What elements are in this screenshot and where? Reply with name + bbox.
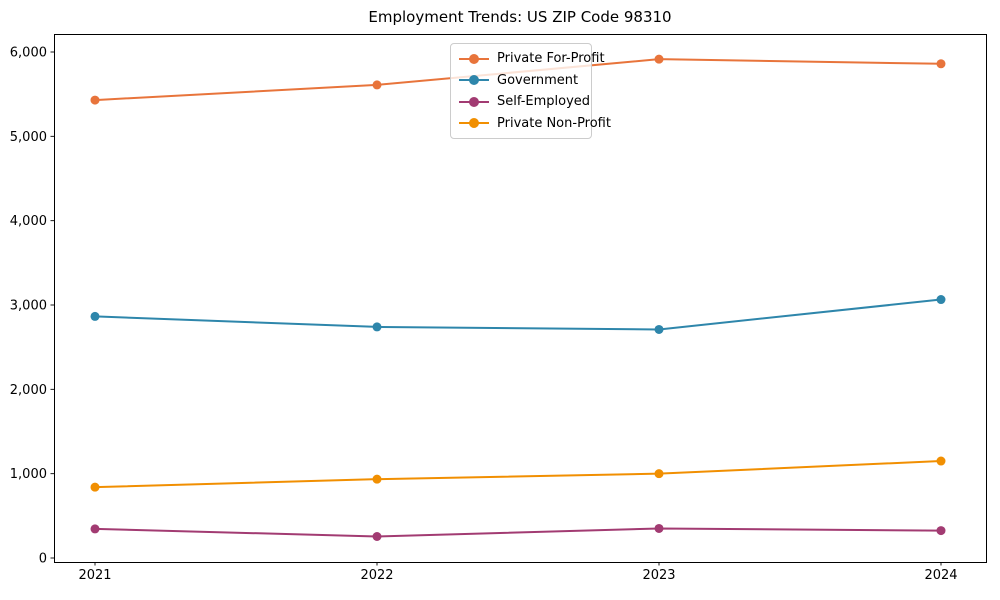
legend-entry-government: Government bbox=[458, 70, 583, 92]
data-point-government-2022 bbox=[372, 322, 382, 332]
legend-entry-self-employed: Self-Employed bbox=[458, 91, 590, 113]
data-point-self-employed-2023 bbox=[654, 523, 664, 533]
series-line-self-employed bbox=[94, 527, 942, 538]
legend-marker-icon-self-employed bbox=[459, 96, 489, 107]
data-point-government-2021 bbox=[90, 311, 100, 321]
data-point-self-employed-2024 bbox=[936, 526, 946, 536]
data-point-government-2023 bbox=[654, 324, 664, 334]
legend-label-self-employed: Self-Employed bbox=[497, 94, 591, 110]
y-tick-label: 1,000 bbox=[10, 467, 47, 482]
legend-marker-icon-private-non-profit bbox=[459, 118, 489, 129]
y-tick-label: 3,000 bbox=[10, 299, 47, 314]
legend-entry-private-non-profit: Private Non-Profit bbox=[458, 113, 611, 135]
series-line-private-non-profit bbox=[94, 460, 942, 489]
data-point-private-non-profit-2023 bbox=[654, 469, 664, 479]
x-tick-label: 2023 bbox=[642, 568, 675, 583]
legend-entry-private-for-profit: Private For-Profit bbox=[458, 48, 605, 70]
legend-marker-dot bbox=[469, 53, 479, 64]
data-point-private-non-profit-2021 bbox=[90, 482, 100, 492]
y-tick-label: 4,000 bbox=[10, 214, 47, 229]
data-point-private-non-profit-2022 bbox=[372, 474, 382, 484]
y-tick-label: 2,000 bbox=[10, 383, 47, 398]
legend-marker-icon-private-for-profit bbox=[459, 53, 489, 64]
data-point-private-non-profit-2024 bbox=[936, 456, 946, 466]
y-tick-label: 6,000 bbox=[10, 46, 47, 61]
y-tick-label: 0 bbox=[39, 552, 47, 567]
legend-label-private-non-profit: Private Non-Profit bbox=[497, 115, 611, 131]
data-point-self-employed-2021 bbox=[90, 524, 100, 534]
legend-marker-dot bbox=[469, 96, 479, 107]
axes-spines bbox=[54, 34, 987, 563]
legend-marker-icon-government bbox=[459, 75, 489, 86]
series-line-government bbox=[94, 298, 942, 331]
legend-marker-dot bbox=[469, 118, 479, 129]
legend: Private For-Profit Government Self-Employe… bbox=[450, 43, 611, 139]
data-point-private-for-profit-2023 bbox=[654, 54, 664, 64]
x-tick-label: 2022 bbox=[360, 568, 393, 583]
legend-marker-dot bbox=[469, 75, 479, 86]
data-point-private-for-profit-2022 bbox=[372, 80, 382, 90]
y-tick-label: 5,000 bbox=[10, 130, 47, 145]
chart-title: Employment Trends: US ZIP Code 98310 bbox=[368, 8, 672, 26]
x-tick-label: 2021 bbox=[78, 568, 111, 583]
data-point-self-employed-2022 bbox=[372, 531, 382, 541]
legend-label-private-for-profit: Private For-Profit bbox=[497, 51, 605, 67]
legend-label-government: Government bbox=[497, 72, 579, 88]
data-point-private-for-profit-2021 bbox=[90, 95, 100, 105]
x-tick-label: 2024 bbox=[924, 568, 957, 583]
data-point-government-2024 bbox=[936, 295, 946, 305]
data-point-private-for-profit-2024 bbox=[936, 59, 946, 69]
